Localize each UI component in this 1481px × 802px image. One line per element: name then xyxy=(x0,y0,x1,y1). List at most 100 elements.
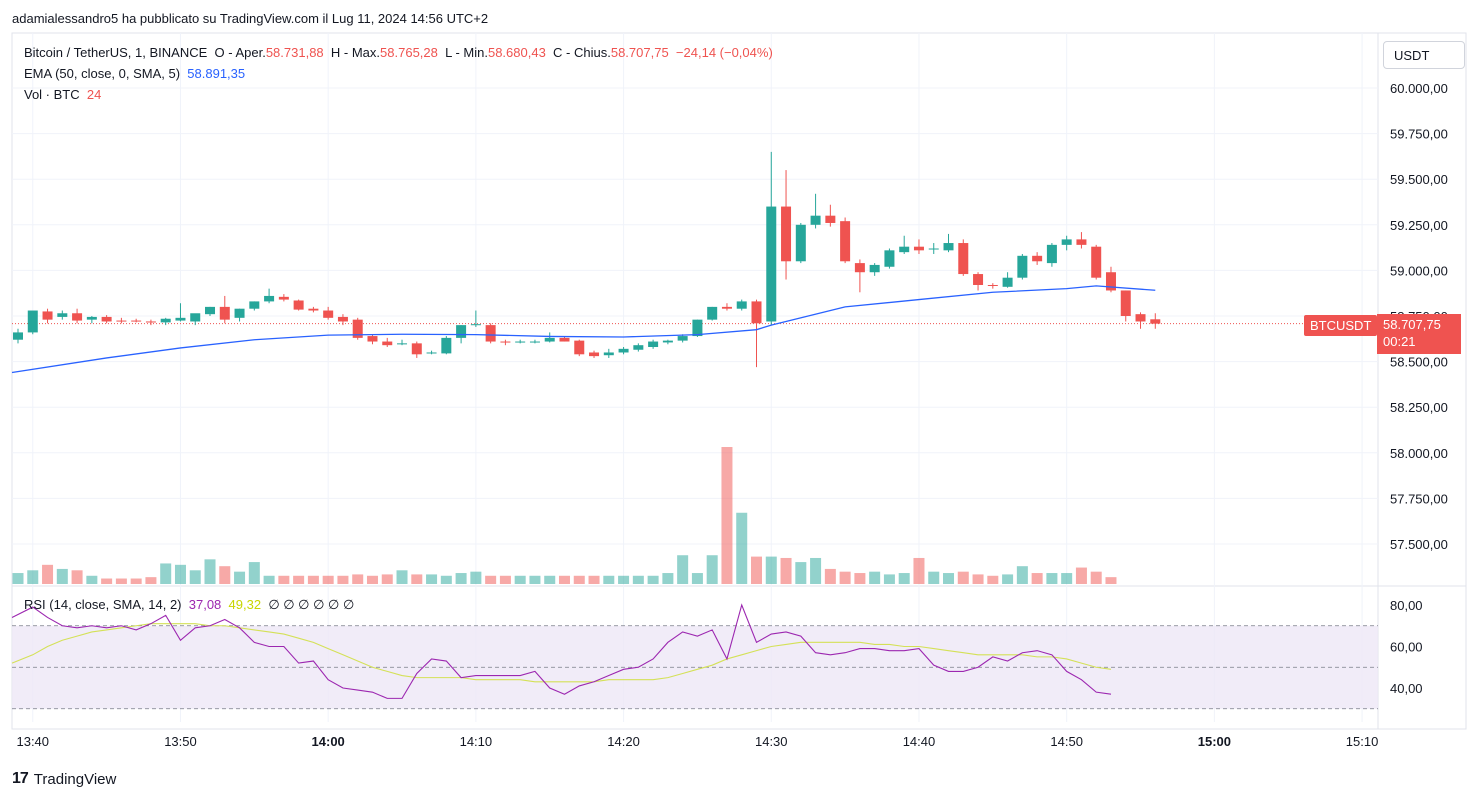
legend-low-value: 58.680,43 xyxy=(487,45,546,60)
candle-body xyxy=(840,221,851,262)
candle xyxy=(411,341,422,358)
volume-bar xyxy=(810,557,822,584)
candle xyxy=(515,339,526,344)
legend-vol-label: Vol · BTC xyxy=(24,87,80,102)
candle xyxy=(840,217,851,264)
candle-body xyxy=(308,308,319,311)
volume-bar xyxy=(603,575,615,584)
candle-body xyxy=(1061,239,1072,245)
volume-bar xyxy=(71,570,83,584)
candle-body xyxy=(441,337,452,354)
candle xyxy=(648,339,659,349)
volume-bar xyxy=(1090,571,1102,584)
candle xyxy=(987,283,998,289)
candle xyxy=(913,239,924,254)
candle-body xyxy=(603,352,614,356)
volume-bar xyxy=(381,574,393,584)
candle xyxy=(884,248,895,269)
candle-body xyxy=(205,306,216,315)
candle xyxy=(721,303,732,311)
bar-countdown: 00:21 xyxy=(1383,334,1416,349)
candle xyxy=(707,306,718,321)
volume-bar xyxy=(691,573,703,584)
candle-body xyxy=(337,316,348,322)
legend-change: −24,14 (−0,04%) xyxy=(675,45,773,60)
rsi-tick-label: 40,00 xyxy=(1390,681,1423,696)
tradingview-logo-icon: 17 xyxy=(12,770,29,787)
candle-body xyxy=(426,352,437,354)
candle xyxy=(869,263,880,276)
candle xyxy=(781,170,792,280)
legend-rsi-label: RSI (14, close, SMA, 14, 2) xyxy=(24,597,182,612)
candle-body xyxy=(973,274,984,285)
legend-rsi[interactable]: RSI (14, close, SMA, 14, 2) 37,08 49,32 … xyxy=(24,597,354,613)
volume-bar xyxy=(1016,566,1028,584)
volume-bar xyxy=(115,578,127,584)
legend-rsi-extra: ∅ ∅ ∅ ∅ ∅ ∅ xyxy=(268,597,355,612)
legend-ema-label: EMA (50, close, 0, SMA, 5) xyxy=(24,66,181,81)
candle xyxy=(1150,313,1161,329)
volume-bar xyxy=(647,575,659,584)
candle-body xyxy=(1135,314,1146,322)
legend-close-value: 58.707,75 xyxy=(610,45,669,60)
candle xyxy=(810,193,821,229)
time-tick-label: 14:10 xyxy=(460,734,493,749)
time-tick-label: 14:00 xyxy=(312,734,345,749)
legend-ema[interactable]: EMA (50, close, 0, SMA, 5) 58.891,35 xyxy=(24,66,245,81)
volume-bar xyxy=(499,575,511,584)
candle xyxy=(264,288,275,304)
candle-body xyxy=(943,243,954,251)
candle-body xyxy=(810,215,821,225)
candle xyxy=(426,350,437,355)
candle-body xyxy=(13,332,23,340)
candle-body xyxy=(869,264,880,273)
time-tick-label: 14:50 xyxy=(1050,734,1083,749)
volume-bar xyxy=(839,571,851,584)
legend-open-label: O - Aper. xyxy=(214,45,266,60)
volume-bar xyxy=(736,512,748,584)
volume-bar xyxy=(573,575,585,584)
candle xyxy=(633,343,644,352)
candle-body xyxy=(529,341,540,343)
candle-body xyxy=(544,337,555,342)
candle-body xyxy=(160,318,171,323)
volume-bar xyxy=(42,564,54,584)
candle xyxy=(219,295,230,324)
volume-bar xyxy=(440,575,452,584)
candle-body xyxy=(958,243,969,275)
volume-bar xyxy=(869,571,881,584)
volume-bar xyxy=(913,557,925,584)
candle xyxy=(736,299,747,311)
legend-rsi-value: 37,08 xyxy=(188,597,222,612)
candle-body xyxy=(795,224,806,262)
candle xyxy=(175,303,186,322)
candle xyxy=(973,272,984,291)
candle xyxy=(278,294,289,302)
currency-selector-button[interactable]: USDT xyxy=(1383,41,1465,69)
volume-bar xyxy=(366,575,378,584)
volume-bar xyxy=(27,570,39,584)
candle-body xyxy=(781,206,792,262)
time-tick-label: 15:00 xyxy=(1198,734,1231,749)
legend-volume[interactable]: Vol · BTC 24 xyxy=(24,87,101,102)
volume-bar xyxy=(677,555,689,584)
candle-body xyxy=(1076,239,1087,245)
volume-bar xyxy=(632,575,644,584)
symbol-price-tag: BTCUSDT xyxy=(1304,315,1378,336)
candle-body xyxy=(175,317,186,321)
candle-body xyxy=(264,295,275,302)
tradingview-footer[interactable]: 17 TradingView xyxy=(12,770,116,788)
legend-rsi-ma-value: 49,32 xyxy=(228,597,262,612)
candle-body xyxy=(751,301,762,324)
time-tick-label: 14:30 xyxy=(755,734,788,749)
candle-body xyxy=(633,345,644,350)
candle xyxy=(825,204,836,227)
candle-body xyxy=(500,341,511,343)
candle xyxy=(116,317,127,324)
candle-body xyxy=(854,263,865,273)
time-tick-label: 14:20 xyxy=(607,734,640,749)
candle-body xyxy=(707,306,718,320)
legend-open-value: 58.731,88 xyxy=(265,45,324,60)
volume-bar xyxy=(130,578,142,584)
